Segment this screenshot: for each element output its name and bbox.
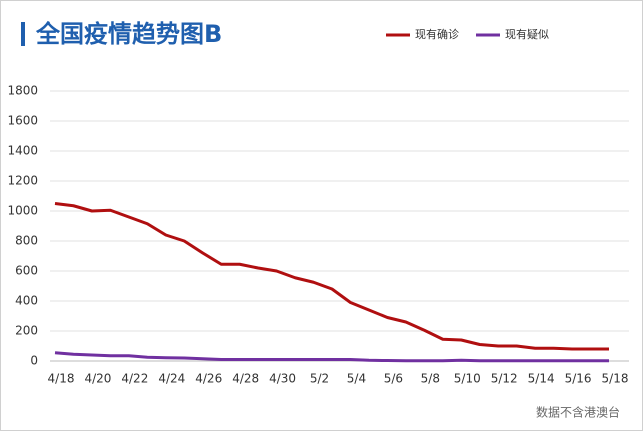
y-tick-label: 1600 bbox=[7, 114, 38, 128]
x-tick-label: 5/14 bbox=[528, 372, 555, 386]
x-tick-label: 5/6 bbox=[384, 372, 403, 386]
note: 数据不含港澳台 bbox=[536, 405, 620, 420]
x-tick-label: 4/24 bbox=[158, 372, 185, 386]
x-tick-label: 4/28 bbox=[232, 372, 259, 386]
chart-title: 全国疫情趋势图B bbox=[35, 20, 222, 48]
y-tick-label: 1200 bbox=[7, 174, 38, 188]
x-tick-label: 5/8 bbox=[421, 372, 440, 386]
x-tick-label: 4/26 bbox=[195, 372, 222, 386]
y-tick-label: 1000 bbox=[7, 204, 38, 218]
y-tick-label: 200 bbox=[15, 324, 38, 338]
legend-label: 现有确诊 bbox=[415, 27, 459, 41]
y-tick-label: 0 bbox=[30, 354, 38, 368]
x-tick-label: 4/20 bbox=[84, 372, 111, 386]
title-bar bbox=[21, 22, 25, 46]
y-tick-label: 600 bbox=[15, 264, 38, 278]
series-line bbox=[54, 202, 609, 351]
series-line bbox=[54, 351, 609, 363]
x-tick-label: 5/4 bbox=[347, 372, 366, 386]
x-tick-label: 5/2 bbox=[310, 372, 329, 386]
x-tick-label: 4/30 bbox=[269, 372, 296, 386]
x-tick-label: 4/18 bbox=[48, 372, 75, 386]
y-tick-label: 1800 bbox=[7, 84, 38, 98]
y-tick-label: 1400 bbox=[7, 144, 38, 158]
legend-label: 现有疑似 bbox=[505, 27, 549, 41]
x-tick-label: 5/12 bbox=[491, 372, 518, 386]
y-tick-label: 400 bbox=[15, 294, 38, 308]
x-tick-label: 5/18 bbox=[602, 372, 629, 386]
x-tick-label: 4/22 bbox=[121, 372, 148, 386]
y-tick-label: 800 bbox=[15, 234, 38, 248]
x-tick-label: 5/10 bbox=[454, 372, 481, 386]
x-tick-label: 5/16 bbox=[565, 372, 592, 386]
